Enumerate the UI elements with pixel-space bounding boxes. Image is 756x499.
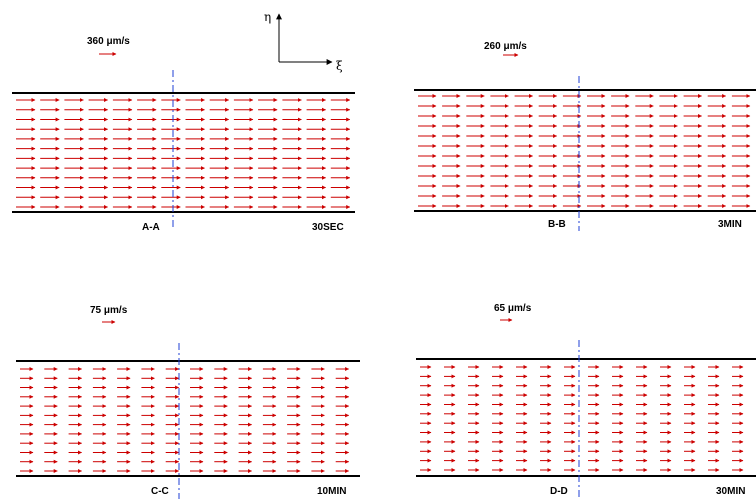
scale-label: 360 μm/s	[87, 36, 130, 47]
time-label: 3MIN	[718, 219, 742, 230]
time-label: 30MIN	[716, 486, 745, 497]
scale-label: 75 μm/s	[90, 305, 128, 316]
time-label: 10MIN	[317, 486, 346, 497]
section-label: D-D	[550, 486, 568, 497]
coordinate-axes: η ξ	[264, 10, 343, 73]
panel-b-b: 260 μm/s B-B 3MIN	[414, 41, 756, 231]
section-label: B-B	[548, 219, 566, 230]
panel-c-c: 75 μm/s C-C 10MIN	[16, 305, 360, 499]
section-label: C-C	[151, 486, 169, 497]
time-label: 30SEC	[312, 222, 344, 233]
panel-d-d: 65 μm/s D-D 30MIN	[416, 303, 756, 499]
scale-label: 260 μm/s	[484, 41, 527, 52]
xi-axis-label: ξ	[336, 59, 343, 73]
panel-a-a: 360 μm/s A-A 30SEC	[12, 36, 355, 233]
scale-label: 65 μm/s	[494, 303, 532, 314]
eta-axis-label: η	[264, 10, 271, 24]
section-label: A-A	[142, 222, 160, 233]
